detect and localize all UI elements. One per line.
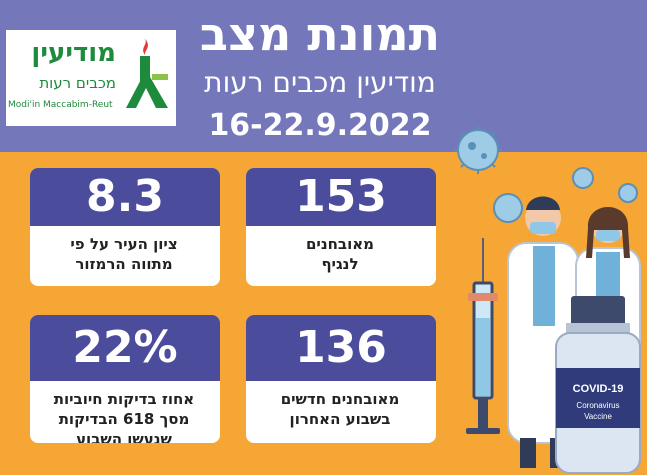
stat-value: 22% xyxy=(30,315,220,381)
vial-label: COVID-19 xyxy=(573,383,624,395)
logo-emblem-icon xyxy=(126,38,168,108)
stat-value: 153 xyxy=(246,168,436,226)
stat-label: ציון העיר על פי מתווה הרמזור xyxy=(36,234,212,274)
page-title: תמונת מצב xyxy=(199,7,441,61)
stat-label-line: אחוז בדיקות חיוביות xyxy=(53,390,195,408)
stat-label: מאובחנים חדשים בשבוע האחרון xyxy=(252,389,428,429)
page-subtitle: מודיעין מכבים רעות xyxy=(204,66,436,99)
stat-label-line: מסך 618 הבדיקות xyxy=(58,410,190,428)
stat-label-line: ציון העיר על פי xyxy=(70,235,178,253)
medical-staff-illustration: COVID-19 Coronavirus Vaccine xyxy=(454,126,641,474)
stat-label-line: מאובחנים חדשים xyxy=(280,390,400,408)
vial-sub2: Vaccine xyxy=(584,412,612,421)
stat-card-city-score: 8.3 ציון העיר על פי מתווה הרמזור xyxy=(30,168,220,286)
stat-label-line: מאובחנים xyxy=(305,235,375,253)
stat-label-line: מתווה הרמזור xyxy=(75,255,173,273)
logo-english-name: Modi'in Maccabim-Reut xyxy=(8,100,113,110)
date-range: 16-22.9.2022 xyxy=(208,108,432,143)
stat-label: מאובחנים לנגיף xyxy=(252,234,428,274)
stat-card-diagnosed: 153 מאובחנים לנגיף xyxy=(246,168,436,286)
vial-sub1: Coronavirus xyxy=(576,401,619,410)
stat-label-line: בשבוע האחרון xyxy=(289,410,391,428)
stat-value: 8.3 xyxy=(30,168,220,226)
virus-icon xyxy=(493,167,638,223)
stat-card-positive-rate: 22% אחוז בדיקות חיוביות מסך 618 הבדיקות … xyxy=(30,315,220,443)
city-logo: מודיעין מכבים רעות Modi'in Maccabim-Reut xyxy=(6,30,176,126)
stat-card-new-diagnosed: 136 מאובחנים חדשים בשבוע האחרון xyxy=(246,315,436,443)
syringe-icon xyxy=(466,238,500,434)
vaccine-vial-icon: COVID-19 Coronavirus Vaccine xyxy=(555,296,641,474)
virus-icon xyxy=(454,126,502,174)
stat-value: 136 xyxy=(246,315,436,381)
logo-city-name: מודיעין xyxy=(31,38,116,68)
stat-label-line: לנגיף xyxy=(321,255,359,273)
stat-label: אחוז בדיקות חיוביות מסך 618 הבדיקות שנעש… xyxy=(36,389,212,443)
logo-city-subname: מכבים רעות xyxy=(39,74,116,92)
stat-label-line: שנעשו השבוע xyxy=(76,430,172,443)
